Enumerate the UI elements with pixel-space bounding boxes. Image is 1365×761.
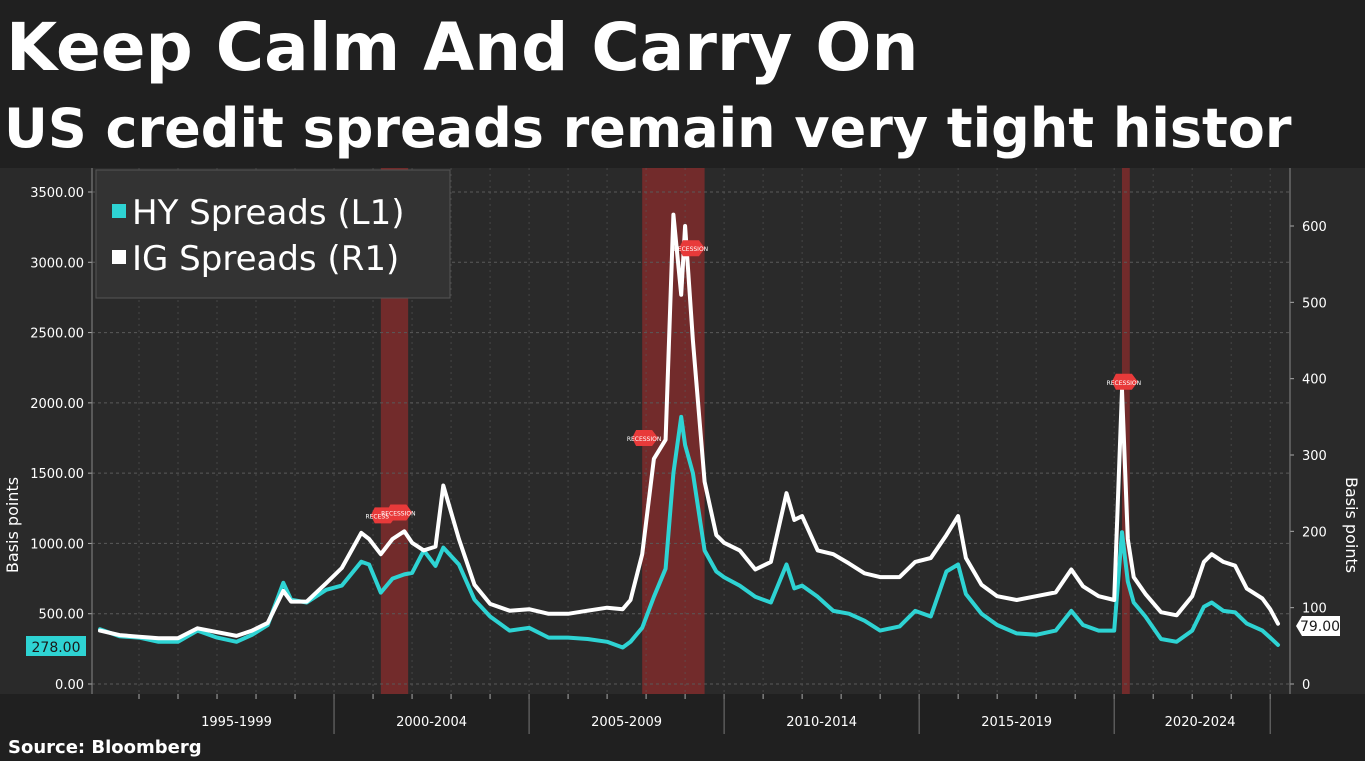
axes: 0.00 500.00 1000.00 1500.00 2000.00 2500.00 30… [30,168,1327,734]
last-value-badge-ig: 79.00 [1296,616,1340,636]
last-value-hy: 278.00 [32,640,81,656]
y-right-tick-label: 100 [1302,602,1327,617]
recession-marker-shape [678,240,705,257]
recession-marker: RECESSION [674,240,709,257]
legend: HY Spreads (L1) IG Spreads (R1) [95,169,451,299]
x-period-label: 2005-2009 [591,715,662,730]
y-left-tick-label: 1000.00 [30,537,84,552]
x-period-label: 2000-2004 [396,715,467,730]
source-note: Source: Bloomberg [8,737,202,758]
y-left-tick-label: 2000.00 [30,397,84,412]
recession-marker-shape [632,430,659,446]
y-axis-left-label: Basis points [3,477,22,573]
recession-marker-shape [1111,373,1138,390]
recession-marker-label: RECESSION [365,513,400,520]
y-right-tick-label: 300 [1302,449,1327,464]
last-value-badge-hy-bg [26,636,86,656]
legend-label-hy: HY Spreads (L1) [132,193,405,233]
recession-marker-label: RECESSION [674,246,709,253]
series-line-hy [98,414,1280,650]
last-value-badge-hy: 278.00 [26,636,86,656]
x-period-label: 2010-2014 [786,715,857,730]
y-right-tick-label: 400 [1302,373,1327,388]
credit-spreads-chart: RECESSIONRECESSIONRECESSIONRECESSIONRECE… [0,168,1365,734]
y-left-tick-label: 3500.00 [30,186,84,201]
x-axis-band [0,694,1365,734]
y-right-tick-label: 200 [1302,525,1327,540]
legend-swatch-ig [112,250,126,264]
recession-band [1121,168,1130,694]
chart-title: Keep Calm And Carry On [6,9,919,86]
legend-box [95,169,451,299]
last-value-badge-ig-bg [1296,616,1340,636]
last-value-ig: 79.00 [1300,619,1340,635]
y-right-tick-label: 0 [1302,678,1310,693]
recession-marker-shape [386,504,413,521]
recession-marker: RECESSION [1107,373,1142,390]
y-left-tick-label: 1500.00 [30,467,84,482]
recession-marker: RECESSION [627,430,662,446]
recession-marker-label: RECESSION [1107,380,1142,387]
x-period-label: 2020-2024 [1165,715,1236,730]
y-left-tick-label: 2500.00 [30,327,84,342]
x-period-label: 1995-1999 [201,715,272,730]
recession-marker: RECESSION [381,504,416,521]
legend-swatch-hy [112,204,126,218]
legend-label-ig: IG Spreads (R1) [132,239,399,279]
recession-marker-label: RECESSION [627,436,662,443]
y-right-tick-label: 500 [1302,296,1327,311]
series-lines: RECESSIONRECESSIONRECESSIONRECESSIONRECE… [98,212,1280,650]
y-left-tick-label: 0.00 [55,678,84,693]
chart-subtitle: US credit spreads remain very tight hist… [4,97,1292,160]
y-left-tick-label: 3000.00 [30,256,84,271]
y-right-tick-label: 600 [1302,220,1327,235]
x-period-label: 2015-2019 [981,715,1052,730]
recession-marker-label: RECESSION [381,511,416,518]
y-left-tick-label: 500.00 [39,608,85,623]
y-axis-right-label: Basis points [1342,477,1361,573]
series-line-ig [98,212,1280,641]
